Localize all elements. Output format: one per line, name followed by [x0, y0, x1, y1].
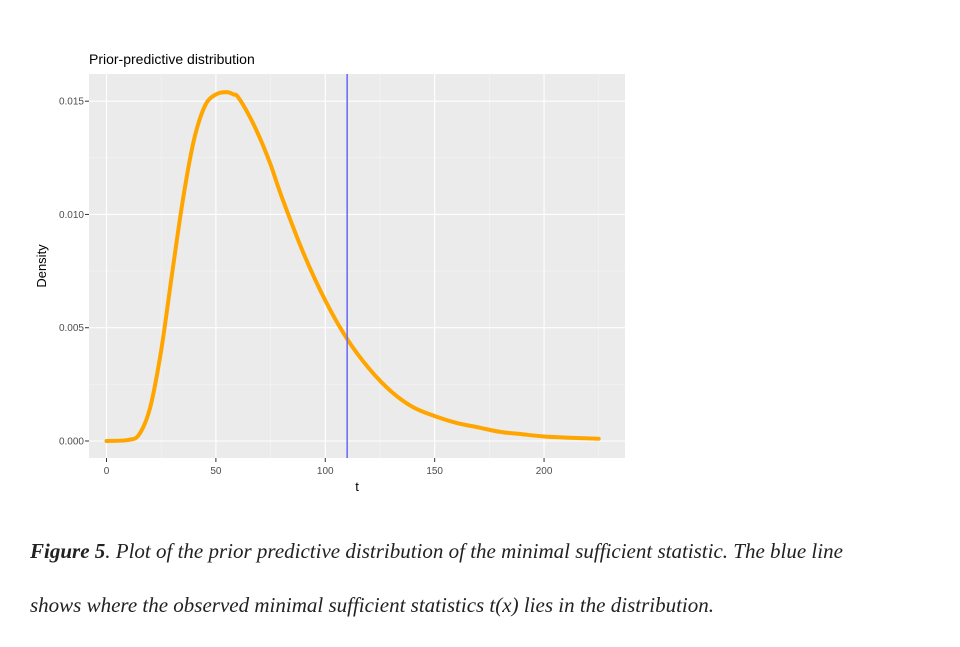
grid-lines [89, 74, 625, 458]
figure-caption-line-1: Figure 5. Plot of the prior predictive d… [30, 539, 930, 564]
x-axis-label: t [355, 479, 359, 494]
x-tick-label: 150 [426, 466, 443, 477]
y-axis-label: Density [34, 244, 49, 288]
x-axis-ticks: 0 50 100 150 200 [104, 458, 553, 477]
caption-text-1: . Plot of the prior predictive distribut… [105, 539, 843, 563]
figure-label: Figure 5 [30, 539, 106, 563]
y-tick-label: 0.015 [59, 97, 84, 108]
density-chart: Prior-predictive distribution 0 50 100 150 2… [34, 51, 625, 494]
y-tick-label: 0.005 [59, 323, 84, 334]
y-tick-label: 0.010 [59, 210, 84, 221]
chart-title: Prior-predictive distribution [89, 51, 255, 67]
plot-panel [89, 74, 625, 458]
x-tick-label: 200 [536, 466, 553, 477]
y-tick-label: 0.000 [59, 437, 84, 448]
density-curve [104, 90, 601, 443]
figure-caption-line-2: shows where the observed minimal suffici… [30, 593, 930, 618]
x-tick-label: 100 [317, 466, 334, 477]
x-tick-label: 50 [210, 466, 222, 477]
x-tick-label: 0 [104, 466, 110, 477]
caption-text-2: shows where the observed minimal suffici… [30, 593, 714, 617]
y-axis-ticks: 0.000 0.005 0.010 0.015 [59, 97, 89, 448]
